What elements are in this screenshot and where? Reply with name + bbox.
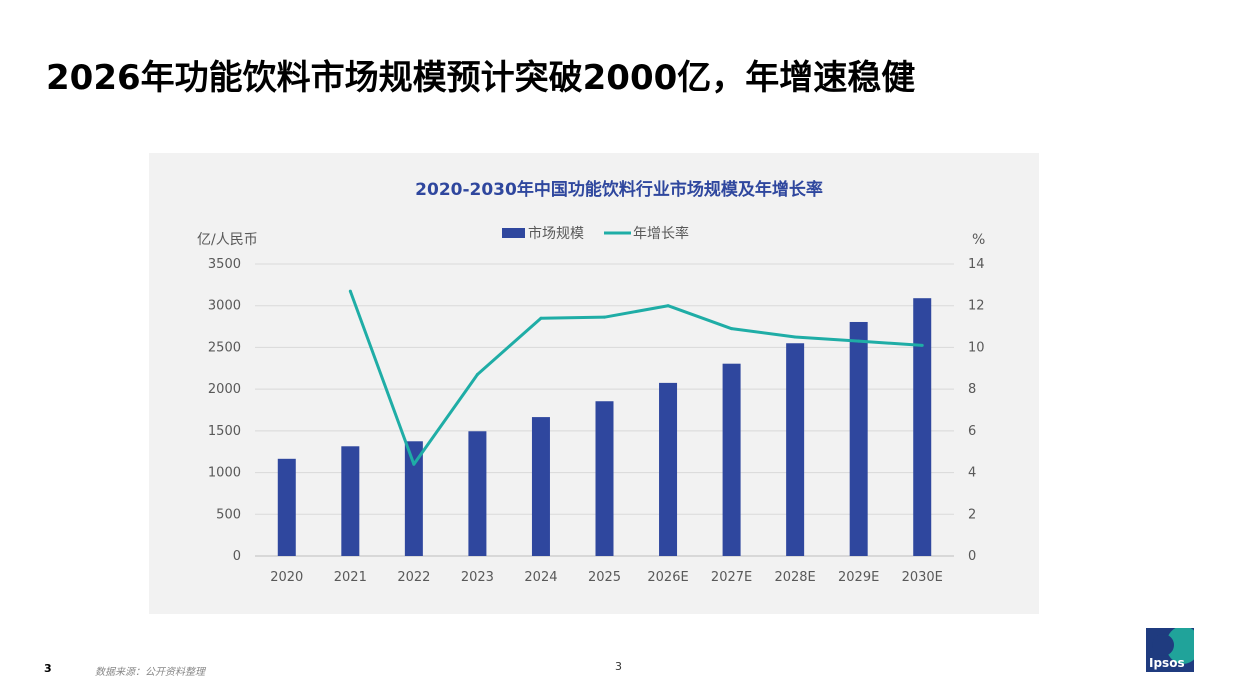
bar: [468, 431, 487, 556]
x-tick-label: 2022: [397, 570, 430, 585]
slide-title: 2026年功能饮料市场规模预计突破2000亿，年增速稳健: [46, 58, 916, 98]
line-point: [475, 373, 479, 377]
x-tick-label: 2030E: [902, 570, 943, 585]
right-tick-label: 6: [968, 424, 976, 439]
combo-chart: 2020-2030年中国功能饮料行业市场规模及年增长率 亿/人民币 % 市场规模…: [197, 179, 985, 585]
left-tick-label: 3500: [208, 257, 241, 272]
right-tick-label: 0: [968, 549, 976, 564]
line-point: [730, 327, 734, 331]
line-point: [412, 462, 416, 466]
line-point: [539, 316, 543, 320]
logo-wordmark: Ipsos: [1149, 656, 1185, 670]
right-axis-ticks: 0 2 4 6 8 10 12 14: [968, 257, 985, 564]
page-number: 3: [44, 662, 52, 675]
left-tick-label: 2500: [208, 340, 241, 355]
bar: [531, 417, 550, 556]
right-tick-label: 2: [968, 507, 976, 522]
line-point: [857, 339, 861, 343]
right-axis-label: %: [972, 232, 985, 248]
line-point: [920, 343, 924, 347]
left-tick-label: 3000: [208, 299, 241, 314]
chart-panel: 2020-2030年中国功能饮料行业市场规模及年增长率 亿/人民币 % 市场规模…: [149, 153, 1039, 614]
legend-line-label: 年增长率: [633, 225, 689, 242]
bar: [913, 298, 932, 556]
left-tick-label: 1500: [208, 424, 241, 439]
bar: [659, 382, 678, 556]
left-tick-label: 1000: [208, 466, 241, 481]
bar: [595, 401, 614, 556]
right-tick-label: 14: [968, 257, 985, 272]
x-tick-label: 2024: [524, 570, 557, 585]
bar: [341, 446, 360, 556]
x-tick-label: 2023: [461, 570, 494, 585]
legend-bar-swatch: [502, 228, 525, 238]
line-point: [793, 335, 797, 339]
left-tick-label: 500: [216, 507, 241, 522]
x-tick-label: 2028E: [774, 570, 815, 585]
bar-series: [277, 298, 932, 556]
right-tick-label: 12: [968, 299, 985, 314]
x-tick-label: 2026E: [647, 570, 688, 585]
line-point: [348, 289, 352, 293]
x-tick-label: 2029E: [838, 570, 879, 585]
left-axis-ticks: 0 500 1000 1500 2000 2500 3000 3500: [208, 257, 241, 564]
x-tick-label: 2027E: [711, 570, 752, 585]
x-tick-label: 2021: [334, 570, 367, 585]
x-tick-label: 2025: [588, 570, 621, 585]
legend-bar-label: 市场规模: [528, 225, 584, 242]
bar: [722, 363, 741, 556]
left-tick-label: 0: [233, 549, 241, 564]
right-tick-label: 8: [968, 382, 976, 397]
bar: [277, 458, 296, 556]
ipsos-logo: Ipsos: [1146, 628, 1194, 672]
growth-rate-line: [348, 290, 923, 466]
data-source-note: 数据来源：公开资料整理: [95, 667, 205, 678]
x-axis-ticks: 2020 2021 2022 2023 2024 2025 2026E 2027E 2028E 2…: [270, 570, 943, 585]
legend: 市场规模 年增长率: [502, 225, 689, 242]
left-axis-label: 亿/人民币: [197, 232, 258, 248]
line-point: [666, 304, 670, 308]
page-number-center: 3: [615, 660, 622, 673]
bar: [849, 321, 868, 556]
right-tick-label: 10: [968, 340, 985, 355]
x-tick-label: 2020: [270, 570, 303, 585]
line-series: [348, 289, 924, 466]
left-tick-label: 2000: [208, 382, 241, 397]
line-point: [603, 315, 606, 319]
bar: [404, 441, 423, 556]
bar: [786, 343, 805, 556]
right-tick-label: 4: [968, 466, 976, 481]
chart-title: 2020-2030年中国功能饮料行业市场规模及年增长率: [415, 179, 823, 200]
